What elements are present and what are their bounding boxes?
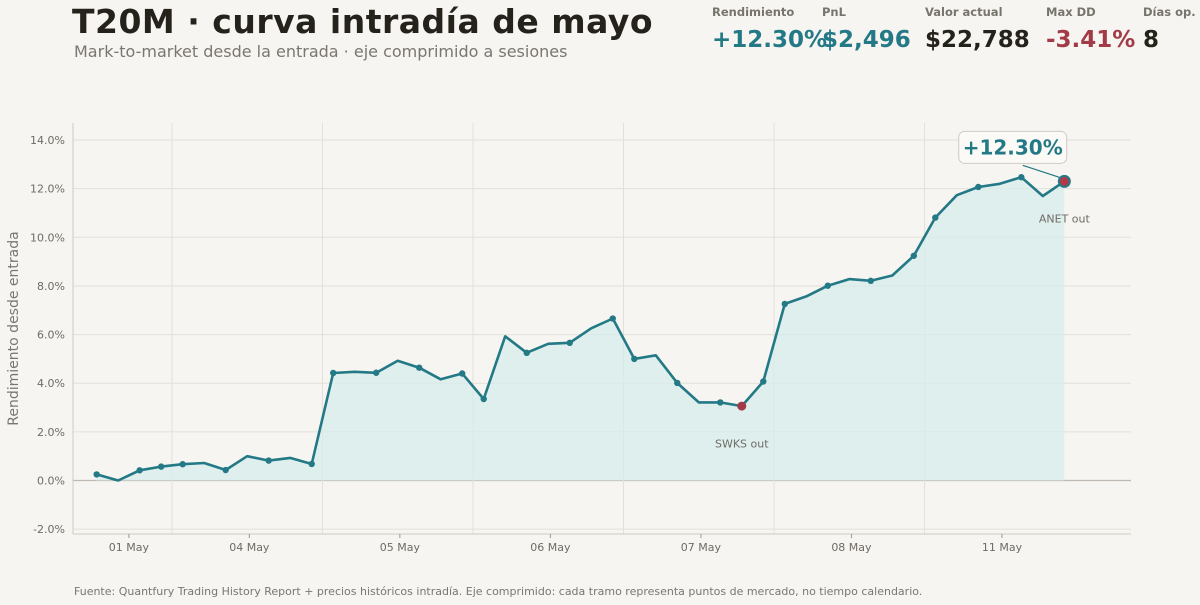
data-point xyxy=(265,457,272,464)
kpi-label: Max DD xyxy=(1046,5,1096,19)
callout-leader xyxy=(1022,164,1060,178)
kpi-max-dd: Max DD -3.41% xyxy=(1046,5,1135,53)
event-annotation: ANET out xyxy=(1039,213,1091,226)
data-point xyxy=(910,252,918,259)
x-tick-label: 06 May xyxy=(530,541,571,554)
x-tick-label: 07 May xyxy=(681,541,722,554)
end-point-marker xyxy=(1057,174,1071,188)
y-tick-label: 0.0% xyxy=(37,474,65,487)
data-point xyxy=(179,461,186,468)
data-point xyxy=(1018,174,1025,181)
y-tick-label: 6.0% xyxy=(37,329,65,342)
y-tick-label: 4.0% xyxy=(37,377,65,390)
kpi-value: 8 xyxy=(1143,27,1160,53)
source-footnote: Fuente: Quantfury Trading History Report… xyxy=(74,585,923,598)
data-point xyxy=(93,471,100,478)
callout-value: +12.30% xyxy=(963,135,1063,159)
equity-area xyxy=(96,177,1065,481)
x-tick-label: 05 May xyxy=(380,541,421,554)
data-point xyxy=(416,364,423,371)
x-tick-label: 11 May xyxy=(982,541,1023,554)
x-tick-label: 08 May xyxy=(831,541,872,554)
data-point xyxy=(329,369,337,377)
y-tick-label: 2.0% xyxy=(37,426,65,439)
kpi-value: $2,496 xyxy=(822,27,911,53)
kpi-label: Rendimiento xyxy=(712,5,795,19)
y-tick-label: 8.0% xyxy=(37,280,65,293)
data-point xyxy=(717,399,724,406)
kpi-label: Valor actual xyxy=(925,5,1003,19)
data-point xyxy=(308,460,315,468)
y-axis-title: Rendimiento desde entrada xyxy=(6,231,22,425)
kpi-label: Días op. xyxy=(1143,5,1196,19)
kpi-value: +12.30% xyxy=(712,27,828,53)
data-point xyxy=(631,355,638,363)
data-point xyxy=(867,277,875,285)
data-point xyxy=(566,339,573,347)
data-point xyxy=(136,467,143,474)
kpi-rendimiento: Rendimiento +12.30% xyxy=(712,5,827,53)
data-point xyxy=(674,379,681,387)
x-tick-label: 04 May xyxy=(229,541,270,554)
data-point xyxy=(373,369,380,376)
y-tick-label: 10.0% xyxy=(30,231,65,244)
data-point xyxy=(523,349,530,357)
low-point-marker xyxy=(737,401,747,411)
y-tick-label: 14.0% xyxy=(30,134,65,147)
page-subtitle: Mark-to-market desde la entrada · eje co… xyxy=(74,42,568,61)
equity-line xyxy=(95,175,1066,482)
data-point xyxy=(157,463,165,470)
data-point xyxy=(781,300,788,308)
data-point xyxy=(975,183,982,191)
callout-box xyxy=(958,130,1068,164)
y-tick-label: -2.0% xyxy=(33,523,65,536)
data-point xyxy=(932,214,939,221)
data-point xyxy=(222,466,229,474)
data-point xyxy=(609,315,616,322)
page-title: T20M · curva intradía de mayo xyxy=(72,2,654,41)
data-point xyxy=(480,395,487,403)
event-annotation: SWKS out xyxy=(715,438,769,451)
kpi-value: $22,788 xyxy=(925,27,1030,53)
x-tick-label: 01 May xyxy=(109,541,150,554)
data-point xyxy=(760,378,767,385)
kpi-label: PnL xyxy=(822,5,846,19)
kpi-dias-op: Días op. 8 xyxy=(1143,5,1196,53)
y-tick-label: 12.0% xyxy=(30,183,65,196)
kpi-valor-actual: Valor actual $22,788 xyxy=(925,5,1030,53)
kpi-value: -3.41% xyxy=(1046,27,1136,53)
data-point xyxy=(824,282,831,289)
kpi-pnl: PnL $2,496 xyxy=(822,5,911,53)
data-point xyxy=(459,370,466,377)
